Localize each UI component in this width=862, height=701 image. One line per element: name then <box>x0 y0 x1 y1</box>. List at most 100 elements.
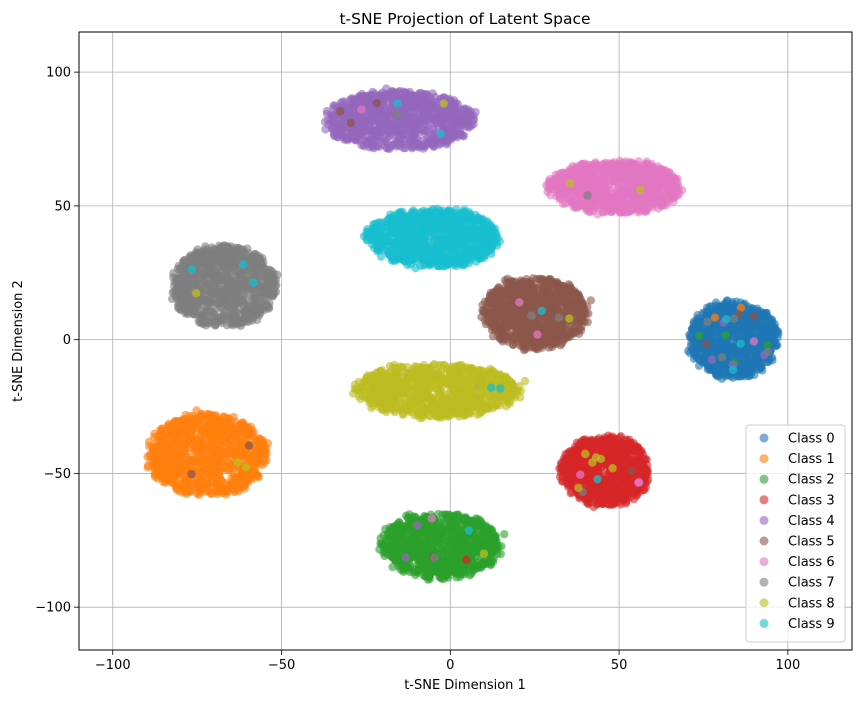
data-point <box>727 302 736 311</box>
data-point <box>213 469 222 479</box>
data-point <box>437 528 447 538</box>
data-point <box>436 138 446 148</box>
data-point <box>622 460 631 469</box>
data-point <box>706 328 715 337</box>
data-point <box>726 340 735 350</box>
data-point <box>422 568 431 578</box>
data-point <box>414 554 423 563</box>
data-point <box>207 468 216 477</box>
data-point <box>154 467 164 477</box>
data-point <box>462 514 471 524</box>
data-point <box>365 135 375 145</box>
data-point <box>196 460 205 469</box>
data-point <box>454 510 463 520</box>
data-point <box>402 96 412 106</box>
data-point <box>388 562 397 572</box>
data-point <box>486 525 495 535</box>
data-point <box>453 123 463 133</box>
data-point <box>717 341 727 350</box>
data-point <box>403 513 413 523</box>
data-point <box>229 469 239 479</box>
data-point <box>584 473 594 482</box>
data-point <box>228 437 237 446</box>
data-point <box>209 455 219 465</box>
data-point <box>188 411 198 421</box>
data-point <box>630 487 640 496</box>
data-point <box>710 322 720 331</box>
data-point <box>198 484 207 493</box>
data-point <box>185 431 194 441</box>
data-point <box>161 476 171 486</box>
data-point <box>360 92 370 102</box>
data-point <box>413 521 422 530</box>
data-point <box>182 489 191 499</box>
data-point <box>605 485 615 494</box>
data-point <box>407 563 416 573</box>
data-point <box>398 127 407 137</box>
data-point <box>456 108 465 117</box>
data-point <box>146 456 155 465</box>
data-point <box>710 313 720 322</box>
data-point <box>436 545 446 554</box>
data-point <box>461 555 471 565</box>
data-point <box>594 444 604 453</box>
data-point <box>373 126 382 135</box>
data-point <box>341 133 350 143</box>
series-class-2 <box>247 112 772 584</box>
data-point <box>414 128 424 137</box>
data-point <box>610 476 620 486</box>
data-point <box>430 538 440 548</box>
data-point <box>706 363 715 372</box>
data-point <box>736 303 746 313</box>
data-point <box>406 136 415 146</box>
series-class-1 <box>143 101 746 505</box>
data-point <box>438 510 447 520</box>
data-point <box>408 114 418 123</box>
data-point <box>417 538 426 548</box>
data-point <box>400 108 409 117</box>
data-point <box>400 120 410 129</box>
data-point <box>329 113 339 122</box>
data-point <box>214 440 224 450</box>
data-point <box>201 422 210 432</box>
data-point <box>150 433 159 442</box>
data-point <box>622 482 631 491</box>
data-point <box>148 442 157 451</box>
data-point <box>177 480 187 489</box>
data-point <box>231 482 240 491</box>
data-point <box>564 454 574 464</box>
data-point <box>198 442 207 452</box>
data-point <box>428 525 437 534</box>
data-point <box>169 429 178 438</box>
data-point <box>380 113 389 122</box>
data-point <box>199 416 208 425</box>
data-point <box>394 552 403 562</box>
data-point <box>385 523 395 532</box>
data-point <box>707 355 717 364</box>
data-point <box>207 411 217 421</box>
data-point <box>423 134 432 143</box>
data-point <box>217 476 226 485</box>
data-point <box>715 364 724 374</box>
data-point <box>397 561 406 570</box>
data-point <box>618 444 627 454</box>
data-point <box>238 418 247 427</box>
data-point <box>190 419 200 429</box>
data-point <box>745 351 754 361</box>
data-point <box>707 304 717 314</box>
data-point <box>472 561 481 570</box>
data-point <box>237 469 246 478</box>
data-point <box>438 121 448 131</box>
data-point <box>157 424 166 433</box>
data-point <box>179 449 188 459</box>
data-point <box>225 424 234 433</box>
data-point <box>720 303 729 313</box>
data-point <box>247 473 256 482</box>
data-point <box>603 475 612 485</box>
data-point <box>411 513 420 522</box>
data-point <box>180 470 189 480</box>
data-point <box>395 534 404 543</box>
data-point <box>242 430 251 439</box>
data-point <box>221 416 231 425</box>
